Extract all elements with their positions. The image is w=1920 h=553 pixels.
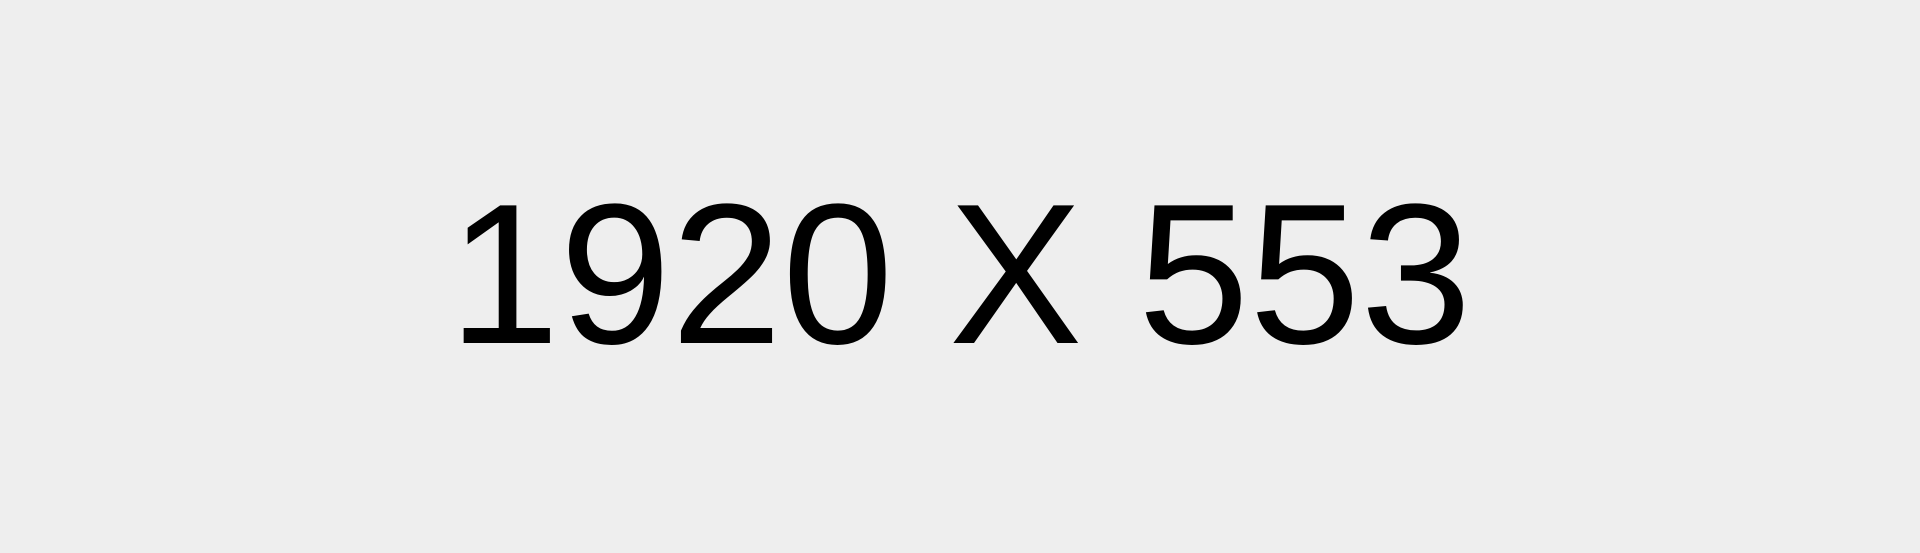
dimension-label: 1920 X 553: [448, 163, 1472, 386]
